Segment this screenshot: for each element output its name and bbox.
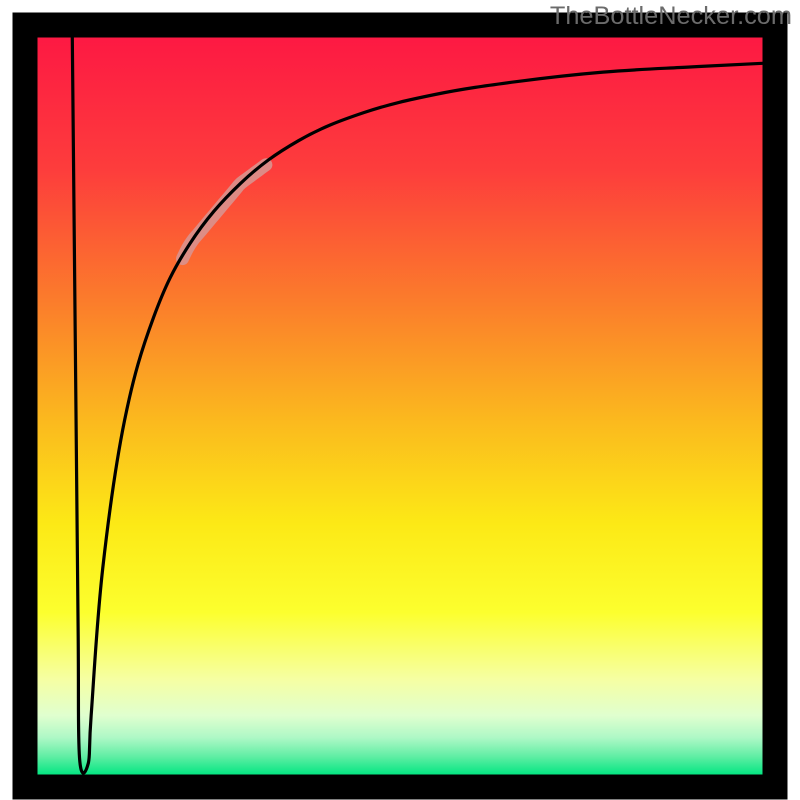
gradient-background (38, 38, 763, 775)
bottleneck-chart (0, 0, 800, 800)
chart-canvas: TheBottleNecker.com (0, 0, 800, 800)
